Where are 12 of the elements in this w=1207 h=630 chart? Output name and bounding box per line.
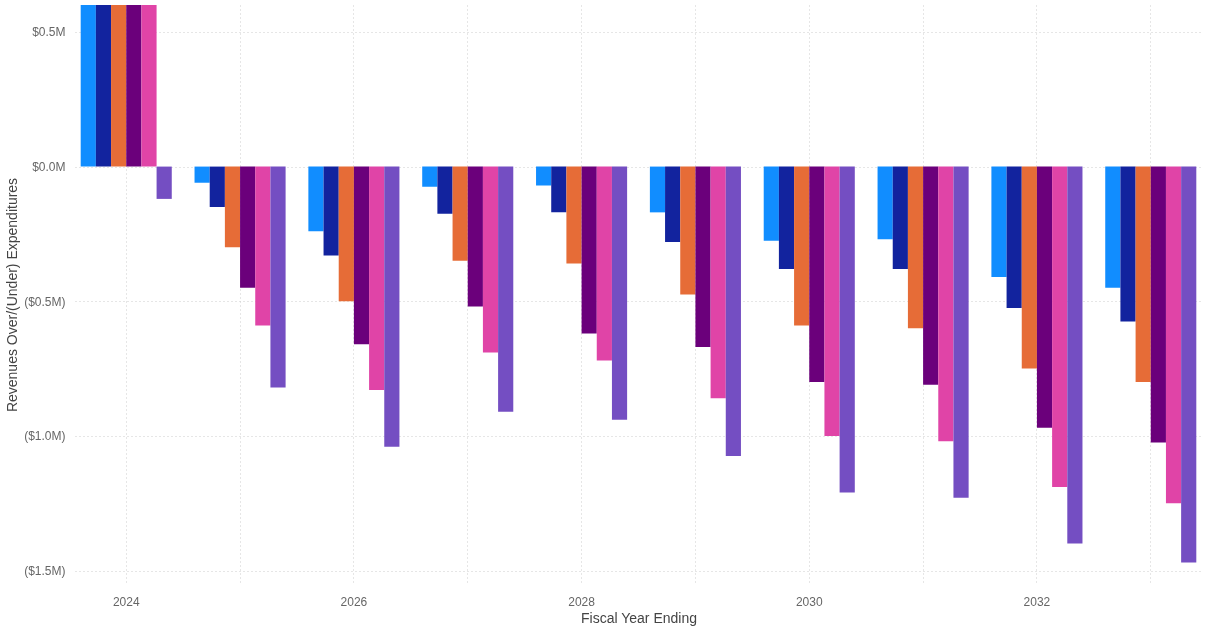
x-tick-label: 2026 — [340, 594, 368, 609]
y-tick-label: $0.0M — [32, 160, 66, 175]
y-axis-title: Revenues Over/(Under) Expenditures — [4, 177, 21, 413]
y-tick-label: ($0.5M) — [24, 294, 66, 309]
x-tick-label: 2028 — [568, 594, 596, 609]
y-tick-label: ($1.5M) — [24, 564, 66, 579]
x-axis-title: Fiscal Year Ending — [581, 609, 697, 626]
x-tick-label: 2030 — [795, 594, 823, 609]
x-tick-label: 2032 — [1023, 594, 1051, 609]
y-tick-label: ($1.0M) — [24, 429, 66, 444]
y-tick-label: $0.5M — [32, 25, 66, 40]
x-tick-label: 2024 — [112, 594, 140, 609]
